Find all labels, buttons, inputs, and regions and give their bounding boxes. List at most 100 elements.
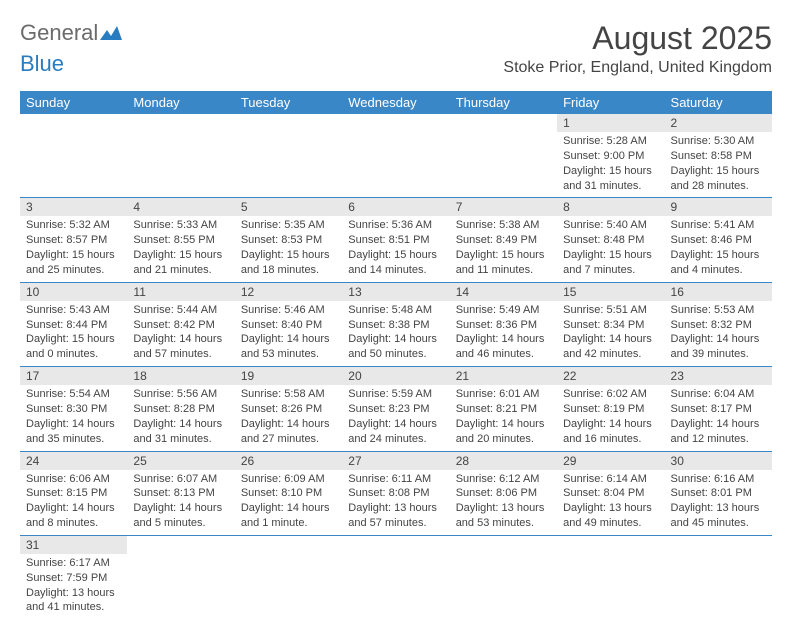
day-cell: 24Sunrise: 6:06 AMSunset: 8:15 PMDayligh… <box>20 451 127 535</box>
day-cell: 28Sunrise: 6:12 AMSunset: 8:06 PMDayligh… <box>450 451 557 535</box>
sunrise-text: Sunrise: 5:28 AM <box>563 134 658 149</box>
day-cell <box>127 535 234 619</box>
day-cell: 23Sunrise: 6:04 AMSunset: 8:17 PMDayligh… <box>665 367 772 451</box>
sunrise-text: Sunrise: 5:54 AM <box>26 387 121 402</box>
sunrise-text: Sunrise: 5:32 AM <box>26 218 121 233</box>
weekday-header: Thursday <box>450 91 557 114</box>
sunset-text: Sunset: 8:13 PM <box>133 486 228 501</box>
day-number: 9 <box>665 198 772 216</box>
sunset-text: Sunset: 8:38 PM <box>348 318 443 333</box>
sunset-text: Sunset: 8:55 PM <box>133 233 228 248</box>
sunset-text: Sunset: 8:40 PM <box>241 318 336 333</box>
month-title: August 2025 <box>503 20 772 57</box>
sunrise-text: Sunrise: 5:30 AM <box>671 134 766 149</box>
day-number: 15 <box>557 283 664 301</box>
day-data: Sunrise: 5:46 AMSunset: 8:40 PMDaylight:… <box>235 301 342 366</box>
location: Stoke Prior, England, United Kingdom <box>503 59 772 77</box>
day-number: 7 <box>450 198 557 216</box>
daylight-text: Daylight: 14 hours and 12 minutes. <box>671 417 766 447</box>
daylight-text: Daylight: 15 hours and 21 minutes. <box>133 248 228 278</box>
day-number: 13 <box>342 283 449 301</box>
day-cell: 9Sunrise: 5:41 AMSunset: 8:46 PMDaylight… <box>665 198 772 282</box>
sunset-text: Sunset: 8:53 PM <box>241 233 336 248</box>
sunrise-text: Sunrise: 5:51 AM <box>563 303 658 318</box>
day-cell: 13Sunrise: 5:48 AMSunset: 8:38 PMDayligh… <box>342 282 449 366</box>
daylight-text: Daylight: 14 hours and 1 minute. <box>241 501 336 531</box>
calendar-table: Sunday Monday Tuesday Wednesday Thursday… <box>20 91 772 619</box>
sunset-text: Sunset: 8:04 PM <box>563 486 658 501</box>
sunset-text: Sunset: 8:19 PM <box>563 402 658 417</box>
daylight-text: Daylight: 14 hours and 31 minutes. <box>133 417 228 447</box>
sunrise-text: Sunrise: 5:49 AM <box>456 303 551 318</box>
sunset-text: Sunset: 8:06 PM <box>456 486 551 501</box>
day-cell: 31Sunrise: 6:17 AMSunset: 7:59 PMDayligh… <box>20 535 127 619</box>
day-number: 14 <box>450 283 557 301</box>
sunrise-text: Sunrise: 6:04 AM <box>671 387 766 402</box>
day-cell: 17Sunrise: 5:54 AMSunset: 8:30 PMDayligh… <box>20 367 127 451</box>
day-data: Sunrise: 5:51 AMSunset: 8:34 PMDaylight:… <box>557 301 664 366</box>
day-data: Sunrise: 5:44 AMSunset: 8:42 PMDaylight:… <box>127 301 234 366</box>
day-number: 1 <box>557 114 664 132</box>
day-data: Sunrise: 6:02 AMSunset: 8:19 PMDaylight:… <box>557 385 664 450</box>
daylight-text: Daylight: 14 hours and 57 minutes. <box>133 332 228 362</box>
day-data: Sunrise: 6:01 AMSunset: 8:21 PMDaylight:… <box>450 385 557 450</box>
day-number: 8 <box>557 198 664 216</box>
sunset-text: Sunset: 8:01 PM <box>671 486 766 501</box>
sunset-text: Sunset: 8:30 PM <box>26 402 121 417</box>
day-number: 6 <box>342 198 449 216</box>
sunrise-text: Sunrise: 5:59 AM <box>348 387 443 402</box>
day-data: Sunrise: 6:07 AMSunset: 8:13 PMDaylight:… <box>127 470 234 535</box>
day-number: 29 <box>557 452 664 470</box>
day-data: Sunrise: 5:40 AMSunset: 8:48 PMDaylight:… <box>557 216 664 281</box>
daylight-text: Daylight: 15 hours and 25 minutes. <box>26 248 121 278</box>
day-cell: 27Sunrise: 6:11 AMSunset: 8:08 PMDayligh… <box>342 451 449 535</box>
daylight-text: Daylight: 13 hours and 53 minutes. <box>456 501 551 531</box>
day-cell: 18Sunrise: 5:56 AMSunset: 8:28 PMDayligh… <box>127 367 234 451</box>
day-cell <box>127 114 234 198</box>
day-cell: 5Sunrise: 5:35 AMSunset: 8:53 PMDaylight… <box>235 198 342 282</box>
weekday-header: Wednesday <box>342 91 449 114</box>
title-block: August 2025 Stoke Prior, England, United… <box>503 20 772 77</box>
day-cell: 14Sunrise: 5:49 AMSunset: 8:36 PMDayligh… <box>450 282 557 366</box>
day-number: 12 <box>235 283 342 301</box>
day-cell <box>557 535 664 619</box>
day-cell: 30Sunrise: 6:16 AMSunset: 8:01 PMDayligh… <box>665 451 772 535</box>
day-data: Sunrise: 5:43 AMSunset: 8:44 PMDaylight:… <box>20 301 127 366</box>
daylight-text: Daylight: 15 hours and 0 minutes. <box>26 332 121 362</box>
day-number: 18 <box>127 367 234 385</box>
logo-text-1: General <box>20 20 98 46</box>
sunrise-text: Sunrise: 5:33 AM <box>133 218 228 233</box>
day-cell <box>450 114 557 198</box>
week-row: 24Sunrise: 6:06 AMSunset: 8:15 PMDayligh… <box>20 451 772 535</box>
daylight-text: Daylight: 14 hours and 27 minutes. <box>241 417 336 447</box>
week-row: 17Sunrise: 5:54 AMSunset: 8:30 PMDayligh… <box>20 367 772 451</box>
day-data: Sunrise: 5:56 AMSunset: 8:28 PMDaylight:… <box>127 385 234 450</box>
day-number: 31 <box>20 536 127 554</box>
sunrise-text: Sunrise: 6:17 AM <box>26 556 121 571</box>
sunset-text: Sunset: 8:36 PM <box>456 318 551 333</box>
daylight-text: Daylight: 14 hours and 42 minutes. <box>563 332 658 362</box>
sunrise-text: Sunrise: 5:38 AM <box>456 218 551 233</box>
week-row: 31Sunrise: 6:17 AMSunset: 7:59 PMDayligh… <box>20 535 772 619</box>
day-cell: 25Sunrise: 6:07 AMSunset: 8:13 PMDayligh… <box>127 451 234 535</box>
day-data: Sunrise: 5:54 AMSunset: 8:30 PMDaylight:… <box>20 385 127 450</box>
day-cell: 4Sunrise: 5:33 AMSunset: 8:55 PMDaylight… <box>127 198 234 282</box>
day-data: Sunrise: 5:41 AMSunset: 8:46 PMDaylight:… <box>665 216 772 281</box>
daylight-text: Daylight: 15 hours and 4 minutes. <box>671 248 766 278</box>
day-number: 17 <box>20 367 127 385</box>
day-cell: 2Sunrise: 5:30 AMSunset: 8:58 PMDaylight… <box>665 114 772 198</box>
sunset-text: Sunset: 8:44 PM <box>26 318 121 333</box>
sunrise-text: Sunrise: 6:09 AM <box>241 472 336 487</box>
weekday-header: Sunday <box>20 91 127 114</box>
weekday-header: Tuesday <box>235 91 342 114</box>
sunset-text: Sunset: 8:49 PM <box>456 233 551 248</box>
logo-mark-icon <box>100 20 122 46</box>
sunrise-text: Sunrise: 5:36 AM <box>348 218 443 233</box>
day-number: 23 <box>665 367 772 385</box>
day-cell: 16Sunrise: 5:53 AMSunset: 8:32 PMDayligh… <box>665 282 772 366</box>
weekday-row: Sunday Monday Tuesday Wednesday Thursday… <box>20 91 772 114</box>
day-cell <box>342 114 449 198</box>
day-data: Sunrise: 5:49 AMSunset: 8:36 PMDaylight:… <box>450 301 557 366</box>
day-data: Sunrise: 6:04 AMSunset: 8:17 PMDaylight:… <box>665 385 772 450</box>
day-cell: 8Sunrise: 5:40 AMSunset: 8:48 PMDaylight… <box>557 198 664 282</box>
